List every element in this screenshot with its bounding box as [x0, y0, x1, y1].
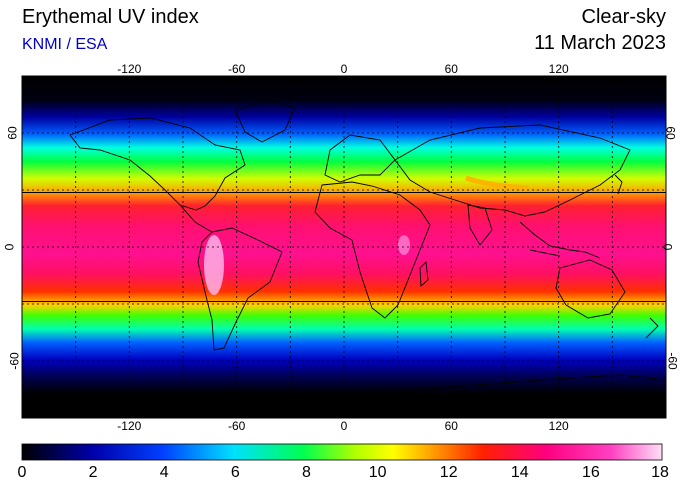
colorbar-label: 14	[510, 464, 529, 481]
coastlines	[22, 99, 666, 406]
graticule	[22, 76, 666, 418]
lon-label-bottom: -60	[228, 419, 246, 433]
tropic-lines	[22, 192, 666, 302]
andes-hotspot	[204, 235, 224, 295]
colorbar-label: 16	[581, 464, 600, 481]
sky-condition: Clear-sky	[581, 6, 666, 28]
lat-label-left: 0	[2, 243, 17, 251]
lon-label-bottom: -120	[117, 419, 142, 433]
colorbar-label: 4	[159, 464, 169, 481]
lon-label-top: -120	[117, 62, 142, 76]
data-source: KNMI / ESA	[22, 36, 108, 53]
lon-label-bottom: 0	[340, 419, 348, 433]
east-africa-hotspot	[398, 235, 410, 255]
himalaya-feature	[465, 175, 529, 191]
colorbar-label: 12	[439, 464, 458, 481]
lon-label-bottom: 60	[444, 419, 458, 433]
lat-label-right: 0	[660, 243, 675, 251]
map-title: Erythemal UV index	[22, 6, 199, 28]
frame-ticks	[75, 75, 613, 419]
colorbar-label: 18	[651, 464, 669, 481]
lat-label-right: 60	[663, 126, 678, 140]
map-date: 11 March 2023	[534, 32, 666, 54]
colorbar-label: 6	[230, 464, 240, 481]
colorbar	[21, 443, 663, 461]
lat-label-left: 60	[5, 126, 20, 140]
lon-label-top: 60	[444, 62, 458, 76]
lon-label-top: 120	[548, 62, 569, 76]
colorbar-label: 0	[17, 464, 27, 481]
colorbar-label: 2	[88, 464, 98, 481]
lat-label-left: -60	[7, 352, 22, 370]
lon-label-top: 0	[340, 62, 348, 76]
colorbar-label: 10	[368, 464, 387, 481]
lon-label-bottom: 120	[548, 419, 569, 433]
lon-label-top: -60	[228, 62, 246, 76]
lat-label-right: -60	[665, 352, 680, 370]
colorbar-label: 8	[301, 464, 311, 481]
